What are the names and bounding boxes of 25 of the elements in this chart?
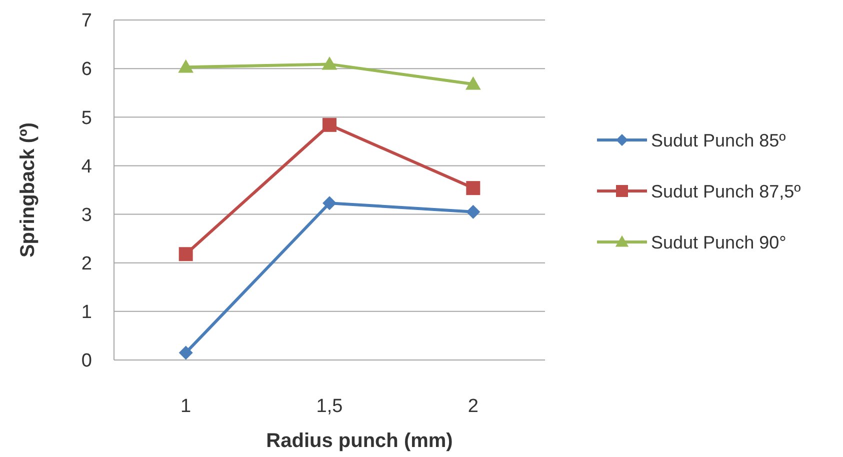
legend-label: Sudut Punch 90° (651, 232, 786, 252)
point (322, 196, 336, 210)
y-tick-label: 3 (81, 204, 92, 226)
y-tick-label: 7 (81, 10, 92, 32)
y-tick-label: 6 (81, 59, 92, 80)
point (466, 181, 480, 196)
x-axis-title: Radius punch (mm) (266, 430, 453, 452)
point (465, 76, 481, 90)
y-tick-label: 4 (81, 156, 92, 178)
point (178, 346, 193, 360)
x-tick-label: 1 (180, 396, 192, 417)
point (178, 247, 193, 262)
legend-label: Sudut Punch 85º (651, 130, 786, 150)
point (322, 56, 338, 70)
y-tick-label: 1 (81, 302, 92, 324)
x-tick-label: 1,5 (316, 396, 343, 417)
legend-label: Sudut Punch 87,5º (651, 181, 802, 202)
point (466, 204, 480, 219)
point (178, 59, 194, 73)
y-tick-label: 5 (81, 108, 92, 129)
point (322, 118, 336, 132)
y-tick-label: 0 (81, 350, 92, 372)
y-tick-label: 2 (81, 254, 92, 275)
y-axis-title: Springback (º) (17, 122, 39, 258)
x-tick-label: 2 (468, 396, 478, 417)
